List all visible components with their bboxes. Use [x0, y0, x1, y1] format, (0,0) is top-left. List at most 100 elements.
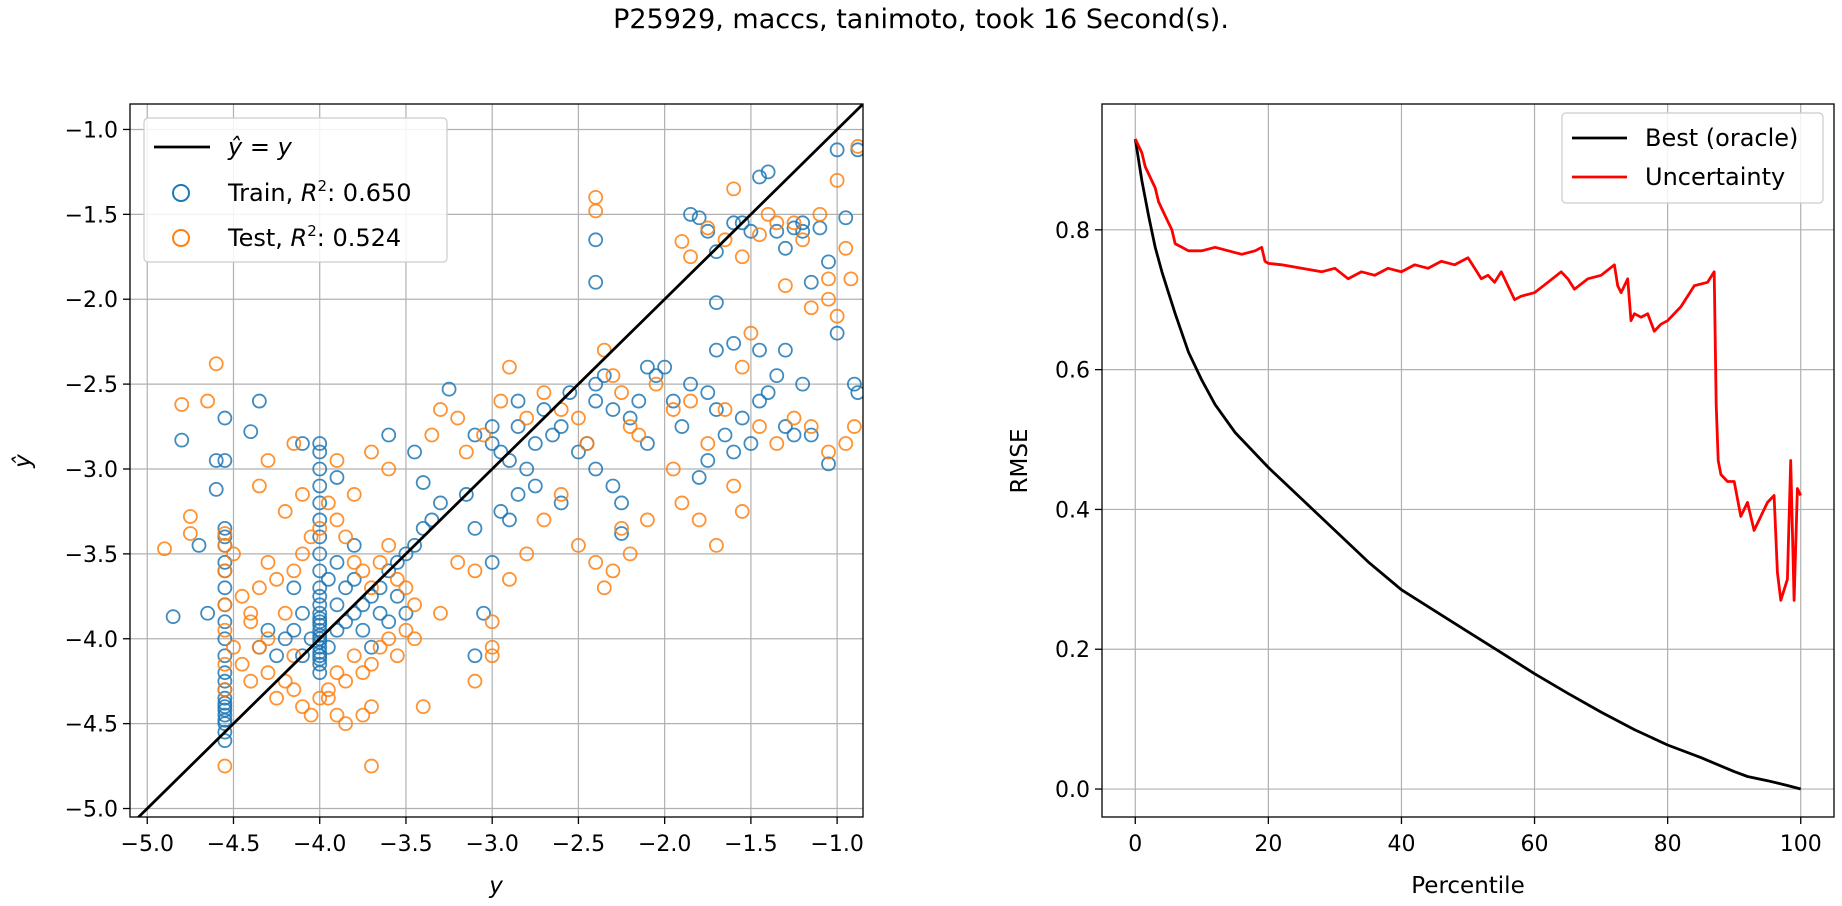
- test-point: [812, 206, 828, 222]
- legend-test-marker: [172, 229, 190, 247]
- test-point: [407, 631, 422, 647]
- test-point: [631, 427, 647, 443]
- rmse-legend-box: [1561, 112, 1824, 204]
- train-point: [588, 376, 604, 392]
- train-point: [286, 622, 302, 638]
- train-point: [683, 206, 698, 222]
- train-point: [312, 639, 328, 655]
- train-point: [312, 563, 328, 579]
- test-point: [295, 546, 310, 562]
- test-point: [217, 682, 233, 698]
- test-point: [829, 172, 845, 188]
- train-point: [812, 220, 828, 236]
- test-point: [786, 410, 802, 426]
- test-point: [234, 656, 250, 672]
- train-point: [312, 529, 328, 545]
- train-point: [769, 223, 785, 239]
- test-point: [277, 673, 293, 689]
- train-point: [803, 427, 819, 443]
- test-point: [286, 436, 302, 451]
- train-point: [829, 142, 845, 158]
- x-tick-label: −1.5: [724, 832, 777, 857]
- train-point: [260, 622, 276, 638]
- train-point: [588, 393, 604, 409]
- rmse-y-label: RMSE: [1007, 429, 1033, 494]
- train-point: [312, 605, 328, 621]
- train-point: [777, 342, 793, 358]
- test-point: [484, 648, 500, 664]
- train-point: [217, 631, 233, 647]
- train-point: [251, 393, 267, 409]
- train-point: [640, 436, 655, 451]
- identity-line: [136, 104, 863, 817]
- train-point: [338, 580, 353, 596]
- train-point: [553, 419, 569, 434]
- test-point: [458, 444, 474, 460]
- train-point: [760, 164, 776, 180]
- test-point: [838, 240, 854, 256]
- train-point: [821, 456, 836, 472]
- train-point: [700, 385, 716, 400]
- test-point: [355, 563, 371, 579]
- train-point: [786, 427, 802, 443]
- test-point: [850, 139, 863, 154]
- train-point: [743, 223, 759, 239]
- train-point: [614, 495, 629, 511]
- x-tick-label: −3.5: [379, 832, 432, 857]
- test-point: [683, 249, 698, 265]
- test-point: [665, 402, 681, 417]
- test-point: [260, 554, 276, 570]
- train-point: [846, 376, 862, 392]
- y-tick-label: −5.0: [65, 798, 118, 823]
- train-point: [217, 724, 233, 740]
- train-point: [191, 537, 207, 553]
- train-point: [433, 495, 448, 511]
- test-point: [260, 631, 276, 647]
- test-point: [717, 402, 733, 417]
- train-point: [631, 393, 647, 409]
- train-point: [346, 571, 362, 587]
- test-point: [795, 232, 811, 248]
- test-point: [277, 605, 293, 621]
- test-point: [700, 220, 716, 236]
- test-point: [502, 571, 517, 587]
- legend-test-label: Test, R2: 0.524: [227, 222, 401, 252]
- test-point: [217, 526, 233, 541]
- train-point: [484, 436, 500, 451]
- test-point: [821, 291, 836, 307]
- test-point: [260, 665, 276, 681]
- test-point: [596, 342, 612, 358]
- scatter-x-ticks: −5.0 −4.5 −4.0 −3.5 −3.0 −2.5 −2.0 −1.5 −1.0: [121, 817, 864, 857]
- train-point: [312, 588, 328, 604]
- test-point: [821, 271, 836, 287]
- y-tick-label: 0.8: [1055, 219, 1090, 244]
- y-tick-label: 0.6: [1055, 359, 1090, 384]
- train-point: [329, 554, 345, 570]
- train-point: [777, 419, 793, 434]
- train-point: [760, 385, 776, 400]
- train-point: [312, 461, 328, 477]
- x-tick-label: 80: [1654, 832, 1682, 857]
- test-point: [596, 580, 612, 596]
- y-tick-label: −2.5: [65, 373, 118, 398]
- test-point: [182, 526, 198, 541]
- rmse-y-ticks: 0.0 0.2 0.4 0.6 0.8: [1055, 219, 1102, 803]
- test-point: [355, 665, 371, 681]
- train-point: [476, 605, 491, 621]
- train-point: [596, 368, 612, 384]
- test-point: [674, 234, 690, 249]
- test-point: [312, 690, 328, 706]
- test-point: [381, 537, 397, 553]
- train-point: [217, 554, 233, 570]
- train-point: [424, 512, 440, 528]
- test-point: [476, 427, 491, 443]
- train-point: [346, 537, 362, 553]
- train-point: [752, 169, 767, 185]
- test-point: [674, 495, 690, 511]
- test-point: [777, 278, 793, 294]
- train-point: [312, 546, 328, 562]
- test-point: [803, 419, 819, 434]
- train-point: [286, 580, 302, 596]
- train-point: [381, 614, 397, 630]
- train-point: [338, 614, 353, 630]
